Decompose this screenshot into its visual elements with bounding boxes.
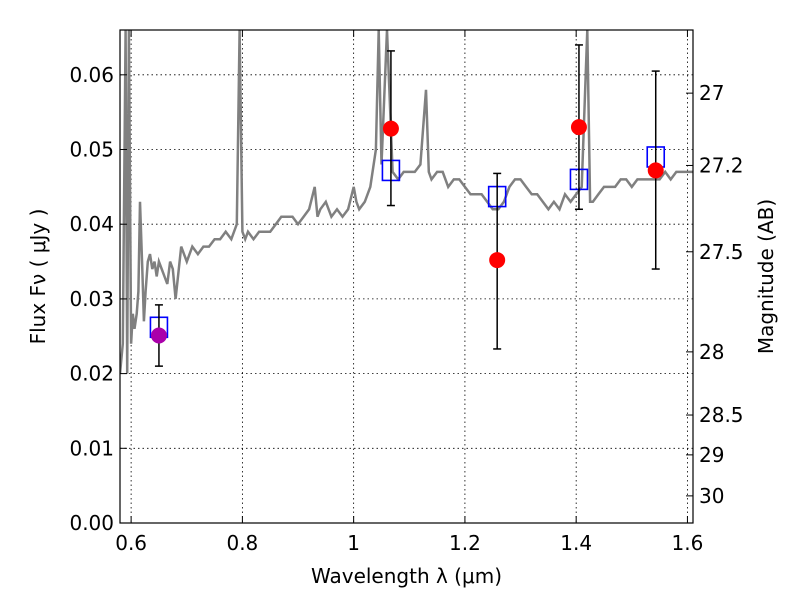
x-tick-label: 1 [347, 531, 360, 555]
y-tick-label: 0.05 [69, 138, 114, 162]
grid [120, 30, 693, 524]
y-axis-right-label: Magnitude (AB) [754, 199, 778, 354]
x-tick-label: 1.4 [560, 531, 592, 555]
y-tick-label: 0.04 [69, 212, 114, 236]
y-tick-label: 0.02 [69, 362, 114, 386]
x-tick-label: 0.8 [226, 531, 258, 555]
x-tick-label: 1.2 [449, 531, 481, 555]
x-tick-label: 0.6 [115, 531, 147, 555]
plot-frame [119, 29, 694, 524]
mag-tick-label: 28 [699, 340, 724, 364]
axis-ticks: 0.6 0.8 1 1.2 1.4 1.6 0.00 0.01 0.02 0.03 0.04 0.05… [69, 30, 744, 555]
observed-point [489, 252, 506, 269]
y-tick-label: 0.00 [69, 511, 114, 535]
y-tick-label: 0.03 [69, 287, 114, 311]
photometry-points [149, 44, 666, 367]
spectrum-line [120, 30, 693, 374]
x-tick-label: 1.6 [672, 531, 704, 555]
observed-point [647, 162, 664, 179]
y-axis-label: Flux Fν ( μJy ) [26, 209, 50, 345]
observed-point [382, 120, 399, 137]
spectrum-series [120, 30, 693, 374]
mag-tick-label: 29 [699, 443, 724, 467]
mag-tick-label: 30 [699, 484, 724, 508]
observed-point-magenta [150, 327, 167, 344]
y-tick-label: 0.01 [69, 436, 114, 460]
mag-tick-label: 27 [699, 81, 724, 105]
y-tick-label: 0.06 [69, 63, 114, 87]
x-axis-label: Wavelength λ (μm) [311, 564, 502, 588]
mag-tick-label: 27.2 [699, 153, 744, 177]
observed-point [570, 119, 587, 136]
mag-tick-label: 28.5 [699, 403, 744, 427]
mag-tick-label: 27.5 [699, 240, 744, 264]
